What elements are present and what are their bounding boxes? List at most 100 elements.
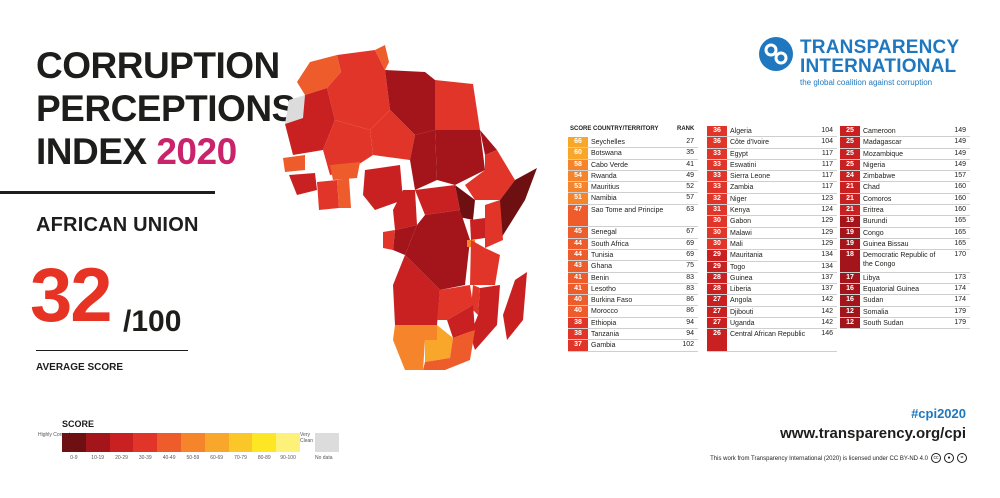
map-drc [405,210,470,290]
row-score: 44 [568,249,588,261]
row-score: 38 [568,329,588,340]
table-row: 26 Central African Republic 146 [707,329,837,352]
row-score: 27 [707,295,727,306]
row-rank: 157 [954,172,966,180]
row-score: 31 [707,205,727,216]
row-score: 12 [840,306,860,318]
row-country: Madagascar [863,139,902,147]
page-title: CORRUPTION PERCEPTIONS INDEX 2020 [36,44,296,173]
row-score: 29 [707,261,727,272]
row-country: Niger [730,195,747,203]
table-row: 21 Comoros 160 [840,193,970,206]
website-link[interactable]: www.transparency.org/cpi [780,425,966,442]
table-row: 40 Burkina Faso 86 [568,295,698,307]
table-row: 29 Togo 134 [707,261,837,273]
table-row: 33 Eswatini 117 [707,159,837,172]
map-angola [393,255,440,325]
row-country: Ghana [591,263,613,271]
row-country: Angola [730,297,752,305]
row-country: South Sudan [863,320,904,328]
row-country: Liberia [730,286,752,294]
map-madagascar [503,272,527,340]
row-rank: 117 [821,160,833,168]
table-row: 30 Mali 129 [707,238,837,251]
organization-logo: TRANSPARENCY INTERNATIONAL the global co… [800,38,959,87]
title-line-3: INDEX 2020 [36,130,286,173]
table-row: 44 Tunisia 69 [568,249,698,262]
row-score: 17 [840,272,860,284]
row-score: 21 [840,182,860,193]
average-score-value: 32 [30,253,113,338]
row-country: Mozambique [863,150,904,158]
row-rank: 123 [821,194,833,202]
legend-tick-label: 30-39 [138,455,152,461]
legend-tick-label: 80-89 [257,455,271,461]
row-rank: 174 [954,296,966,304]
row-rank: 142 [821,296,833,304]
row-score: 58 [568,159,588,170]
row-score: 66 [568,137,588,148]
row-score: 18 [840,250,860,272]
row-rank: 149 [954,149,966,157]
row-country: Togo [730,263,746,271]
row-country: Seychelles [591,139,625,146]
row-country: Djibouti [730,308,754,316]
legend-low-label: Highly Corrupt [38,432,70,438]
table-row: 21 Eritrea 160 [840,205,970,217]
row-rank: 146 [821,330,833,338]
map-mozambique [470,285,500,350]
legend-tick-labels: 0-9 10-19 20-29 30-39 40-49 50-59 60-69 70-79 80… [62,455,300,461]
table-row: 66 Seychelles 27 [568,137,698,149]
row-rank: 67 [686,228,694,236]
row-score: 36 [707,137,727,148]
row-score: 30 [707,216,727,227]
table-row: 58 Cabo Verde 41 [568,159,698,171]
legend-tick-label: 70-79 [234,455,247,461]
hashtag[interactable]: #cpi2020 [911,406,966,421]
row-rank: 83 [686,273,694,281]
legend-swatch [133,433,158,452]
row-score: 21 [840,193,860,205]
table-row: 29 Mauritania 134 [707,250,837,262]
map-mauritania [285,88,335,155]
legend-tick-label: 20-29 [115,455,128,461]
table-row: 32 Niger 123 [707,193,837,206]
legend-swatch [228,433,253,452]
map-eritrea [480,130,497,155]
row-rank: 27 [686,138,694,145]
table-row: 33 Egypt 117 [707,148,837,160]
row-rank: 129 [821,217,833,225]
table-row: 17 Libya 173 [840,272,970,285]
map-ghana [337,178,351,208]
legend-tick-label: 90-100 [280,455,296,461]
row-score: 21 [840,205,860,216]
row-score: 54 [568,170,588,182]
row-country: Libya [863,274,880,282]
row-country: Central African Republic [730,331,806,339]
row-rank: 165 [954,239,966,247]
row-rank: 35 [686,149,694,157]
row-rank: 149 [954,138,966,146]
transparency-logo-icon [759,37,793,71]
table-row: 43 Ghana 75 [568,261,698,273]
title-line-1: CORRUPTION [36,45,280,86]
row-rank: 117 [821,149,833,157]
map-car [415,185,460,215]
table-row: 21 Chad 160 [840,182,970,194]
table-row: 37 Gambia 102 [568,340,698,352]
map-egypt [435,80,480,130]
legend-swatch [157,433,181,452]
row-score: 24 [840,171,860,182]
row-country: Mali [730,240,743,248]
legend-tick-label: 50-59 [186,455,200,461]
legend-tick-label: 0-9 [70,455,78,461]
legend-color-scale [62,433,300,452]
row-rank: 179 [954,319,966,327]
row-score: 60 [568,148,588,159]
row-rank: 104 [821,138,833,146]
row-country: Mauritius [591,184,620,192]
row-country: Egypt [730,150,748,158]
map-senegal [283,155,305,172]
row-rank: 174 [954,285,966,293]
row-score: 16 [840,295,860,306]
